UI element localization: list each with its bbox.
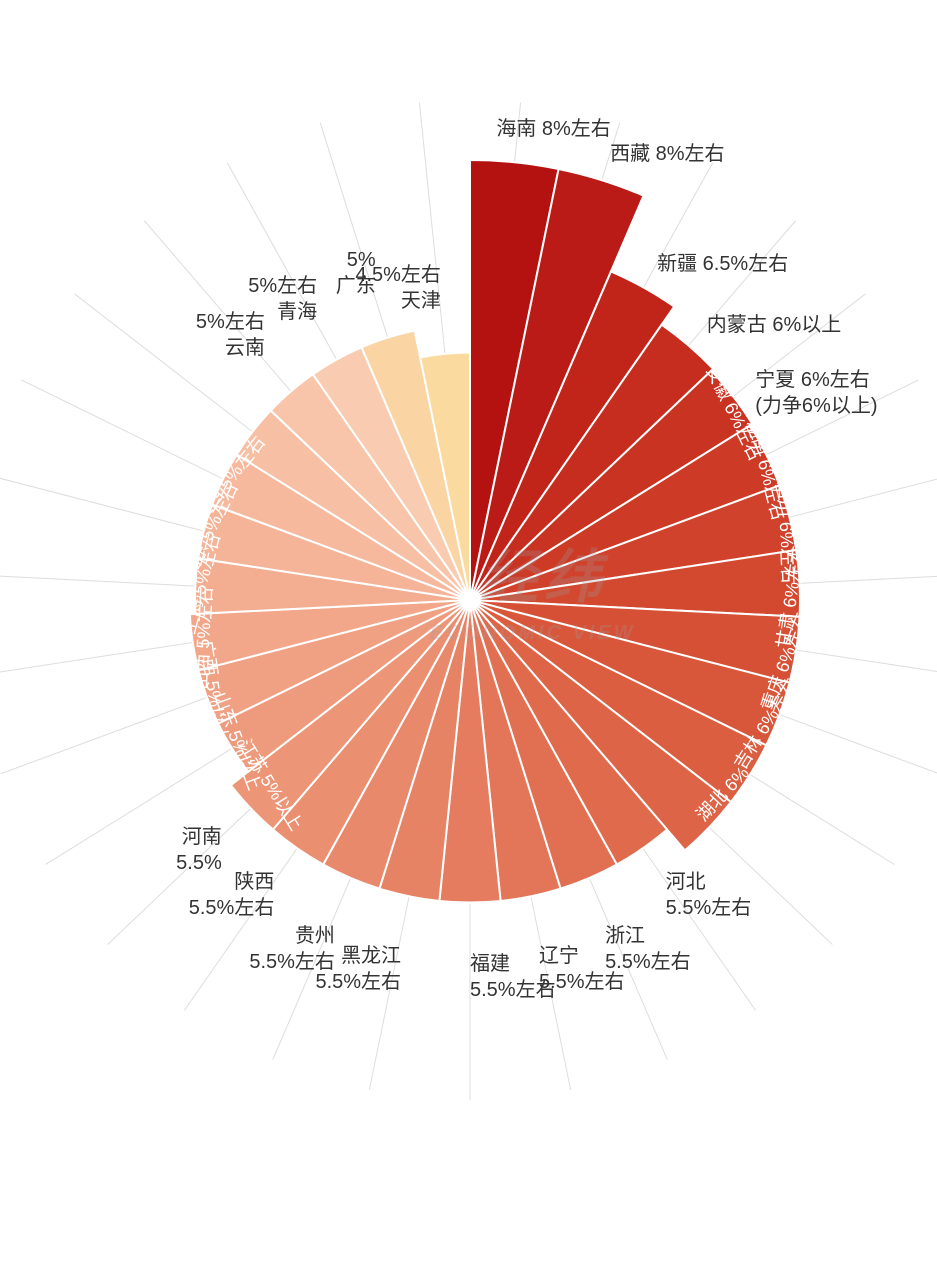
label-out-天津: 4.5%左右天津 <box>355 262 441 314</box>
label-out-内蒙古: 内蒙古 6%以上 <box>707 312 841 338</box>
label-out-新疆: 新疆 6.5%左右 <box>657 251 788 277</box>
label-out-河南: 河南5.5% <box>176 824 222 876</box>
label-out-福建: 福建5.5%左右 <box>470 951 556 1003</box>
label-out-陕西: 陕西5.5%左右 <box>189 869 275 921</box>
label-out-河北: 河北5.5%左右 <box>666 869 752 921</box>
label-out-贵州: 贵州5.5%左右 <box>249 923 335 975</box>
label-out-海南: 海南 8%左右 <box>496 116 610 142</box>
label-out-宁夏: 宁夏 6%左右(力争6%以上) <box>755 367 877 419</box>
label-out-青海: 5%左右青海 <box>248 273 317 325</box>
label-out-西藏: 西藏 8%左右 <box>610 141 724 167</box>
